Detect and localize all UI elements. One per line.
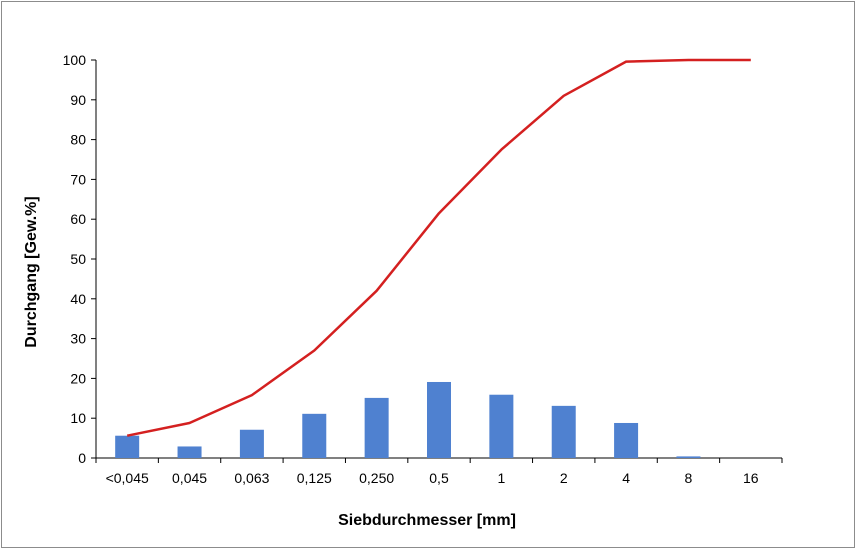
- x-tick-label: 0,063: [234, 470, 269, 486]
- x-axis: <0,045 0,045 0,063 0,125 0,250 0,5 1 2 4 8 16: [95, 457, 783, 486]
- bar: [239, 429, 264, 458]
- bar: [676, 456, 701, 458]
- y-tick-label: 50: [70, 251, 86, 267]
- y-tick-label: 0: [78, 450, 86, 466]
- x-axis-title: Siebdurchmesser [mm]: [338, 512, 516, 529]
- x-tick-label: <0,045: [106, 470, 149, 486]
- x-tick-label: 0,5: [429, 470, 449, 486]
- bar: [364, 397, 389, 458]
- x-tick-label: 8: [685, 470, 693, 486]
- y-tick-label: 70: [70, 171, 86, 187]
- bar-series: [115, 381, 701, 458]
- bar: [115, 435, 140, 458]
- y-tick-label: 20: [70, 370, 86, 386]
- line-series: [126, 58, 751, 437]
- x-tick-label: 0,125: [297, 470, 332, 486]
- bar: [489, 394, 514, 458]
- x-tick-label: 1: [497, 470, 505, 486]
- x-tick-label: 0,045: [172, 470, 207, 486]
- x-tick-label: 16: [743, 470, 759, 486]
- x-tick-label: 2: [560, 470, 568, 486]
- bar: [551, 405, 576, 458]
- bar: [427, 381, 451, 458]
- y-tick-label: 100: [63, 52, 87, 68]
- y-tick-label: 30: [70, 331, 86, 347]
- x-tick-label: 0,250: [359, 470, 394, 486]
- bar: [302, 413, 327, 458]
- y-tick-label: 90: [70, 92, 86, 108]
- y-tick-label: 40: [70, 291, 86, 307]
- x-tick-label: 4: [622, 470, 630, 486]
- cumulative-line: [126, 58, 751, 437]
- y-tick-label: 10: [70, 410, 86, 426]
- y-axis-title: Durchgang [Gew.%]: [23, 196, 40, 347]
- y-axis: 0 10 20 30 40 50 60 70 80 90 100: [63, 52, 97, 466]
- bar: [177, 446, 202, 458]
- y-tick-label: 60: [70, 211, 86, 227]
- bar: [614, 422, 639, 458]
- y-tick-label: 80: [70, 132, 86, 148]
